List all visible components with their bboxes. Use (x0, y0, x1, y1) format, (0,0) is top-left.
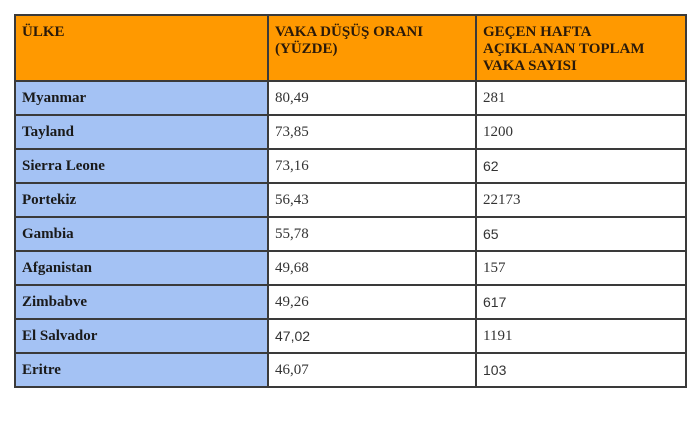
country-cell: Myanmar (14, 80, 269, 116)
country-cell: Afganistan (14, 250, 269, 286)
country-cell: Eritre (14, 352, 269, 388)
cases-cell: 62 (475, 148, 687, 184)
cases-cell: 65 (475, 216, 687, 252)
case-decline-table: ÜLKE VAKA DÜŞÜŞ ORANI (YÜZDE) GEÇEN HAFT… (14, 14, 687, 388)
cases-cell: 22173 (475, 182, 687, 218)
cases-cell: 1191 (475, 318, 687, 354)
rate-cell: 55,78 (267, 216, 477, 252)
table-row: Portekiz 56,43 22173 (14, 182, 687, 218)
rate-cell: 73,85 (267, 114, 477, 150)
table-row: El Salvador 47,02 1191 (14, 318, 687, 354)
country-cell: El Salvador (14, 318, 269, 354)
rate-cell: 56,43 (267, 182, 477, 218)
cases-cell: 1200 (475, 114, 687, 150)
cases-cell: 281 (475, 80, 687, 116)
header-rate: VAKA DÜŞÜŞ ORANI (YÜZDE) (267, 14, 477, 82)
rate-cell: 46,07 (267, 352, 477, 388)
country-cell: Sierra Leone (14, 148, 269, 184)
rate-cell: 49,68 (267, 250, 477, 286)
table-row: Zimbabve 49,26 617 (14, 284, 687, 320)
header-country: ÜLKE (14, 14, 269, 82)
header-row: ÜLKE VAKA DÜŞÜŞ ORANI (YÜZDE) GEÇEN HAFT… (14, 14, 687, 82)
country-cell: Zimbabve (14, 284, 269, 320)
table-row: Afganistan 49,68 157 (14, 250, 687, 286)
cases-cell: 103 (475, 352, 687, 388)
country-cell: Portekiz (14, 182, 269, 218)
cases-cell: 617 (475, 284, 687, 320)
rate-cell: 73,16 (267, 148, 477, 184)
rate-cell: 49,26 (267, 284, 477, 320)
table-row: Sierra Leone 73,16 62 (14, 148, 687, 184)
rate-cell: 80,49 (267, 80, 477, 116)
table-row: Tayland 73,85 1200 (14, 114, 687, 150)
rate-cell: 47,02 (267, 318, 477, 354)
table-row: Myanmar 80,49 281 (14, 80, 687, 116)
table-container: ÜLKE VAKA DÜŞÜŞ ORANI (YÜZDE) GEÇEN HAFT… (14, 14, 687, 388)
cases-cell: 157 (475, 250, 687, 286)
country-cell: Gambia (14, 216, 269, 252)
table-row: Eritre 46,07 103 (14, 352, 687, 388)
table-row: Gambia 55,78 65 (14, 216, 687, 252)
country-cell: Tayland (14, 114, 269, 150)
header-cases: GEÇEN HAFTA AÇIKLANAN TOPLAM VAKA SAYISI (475, 14, 687, 82)
